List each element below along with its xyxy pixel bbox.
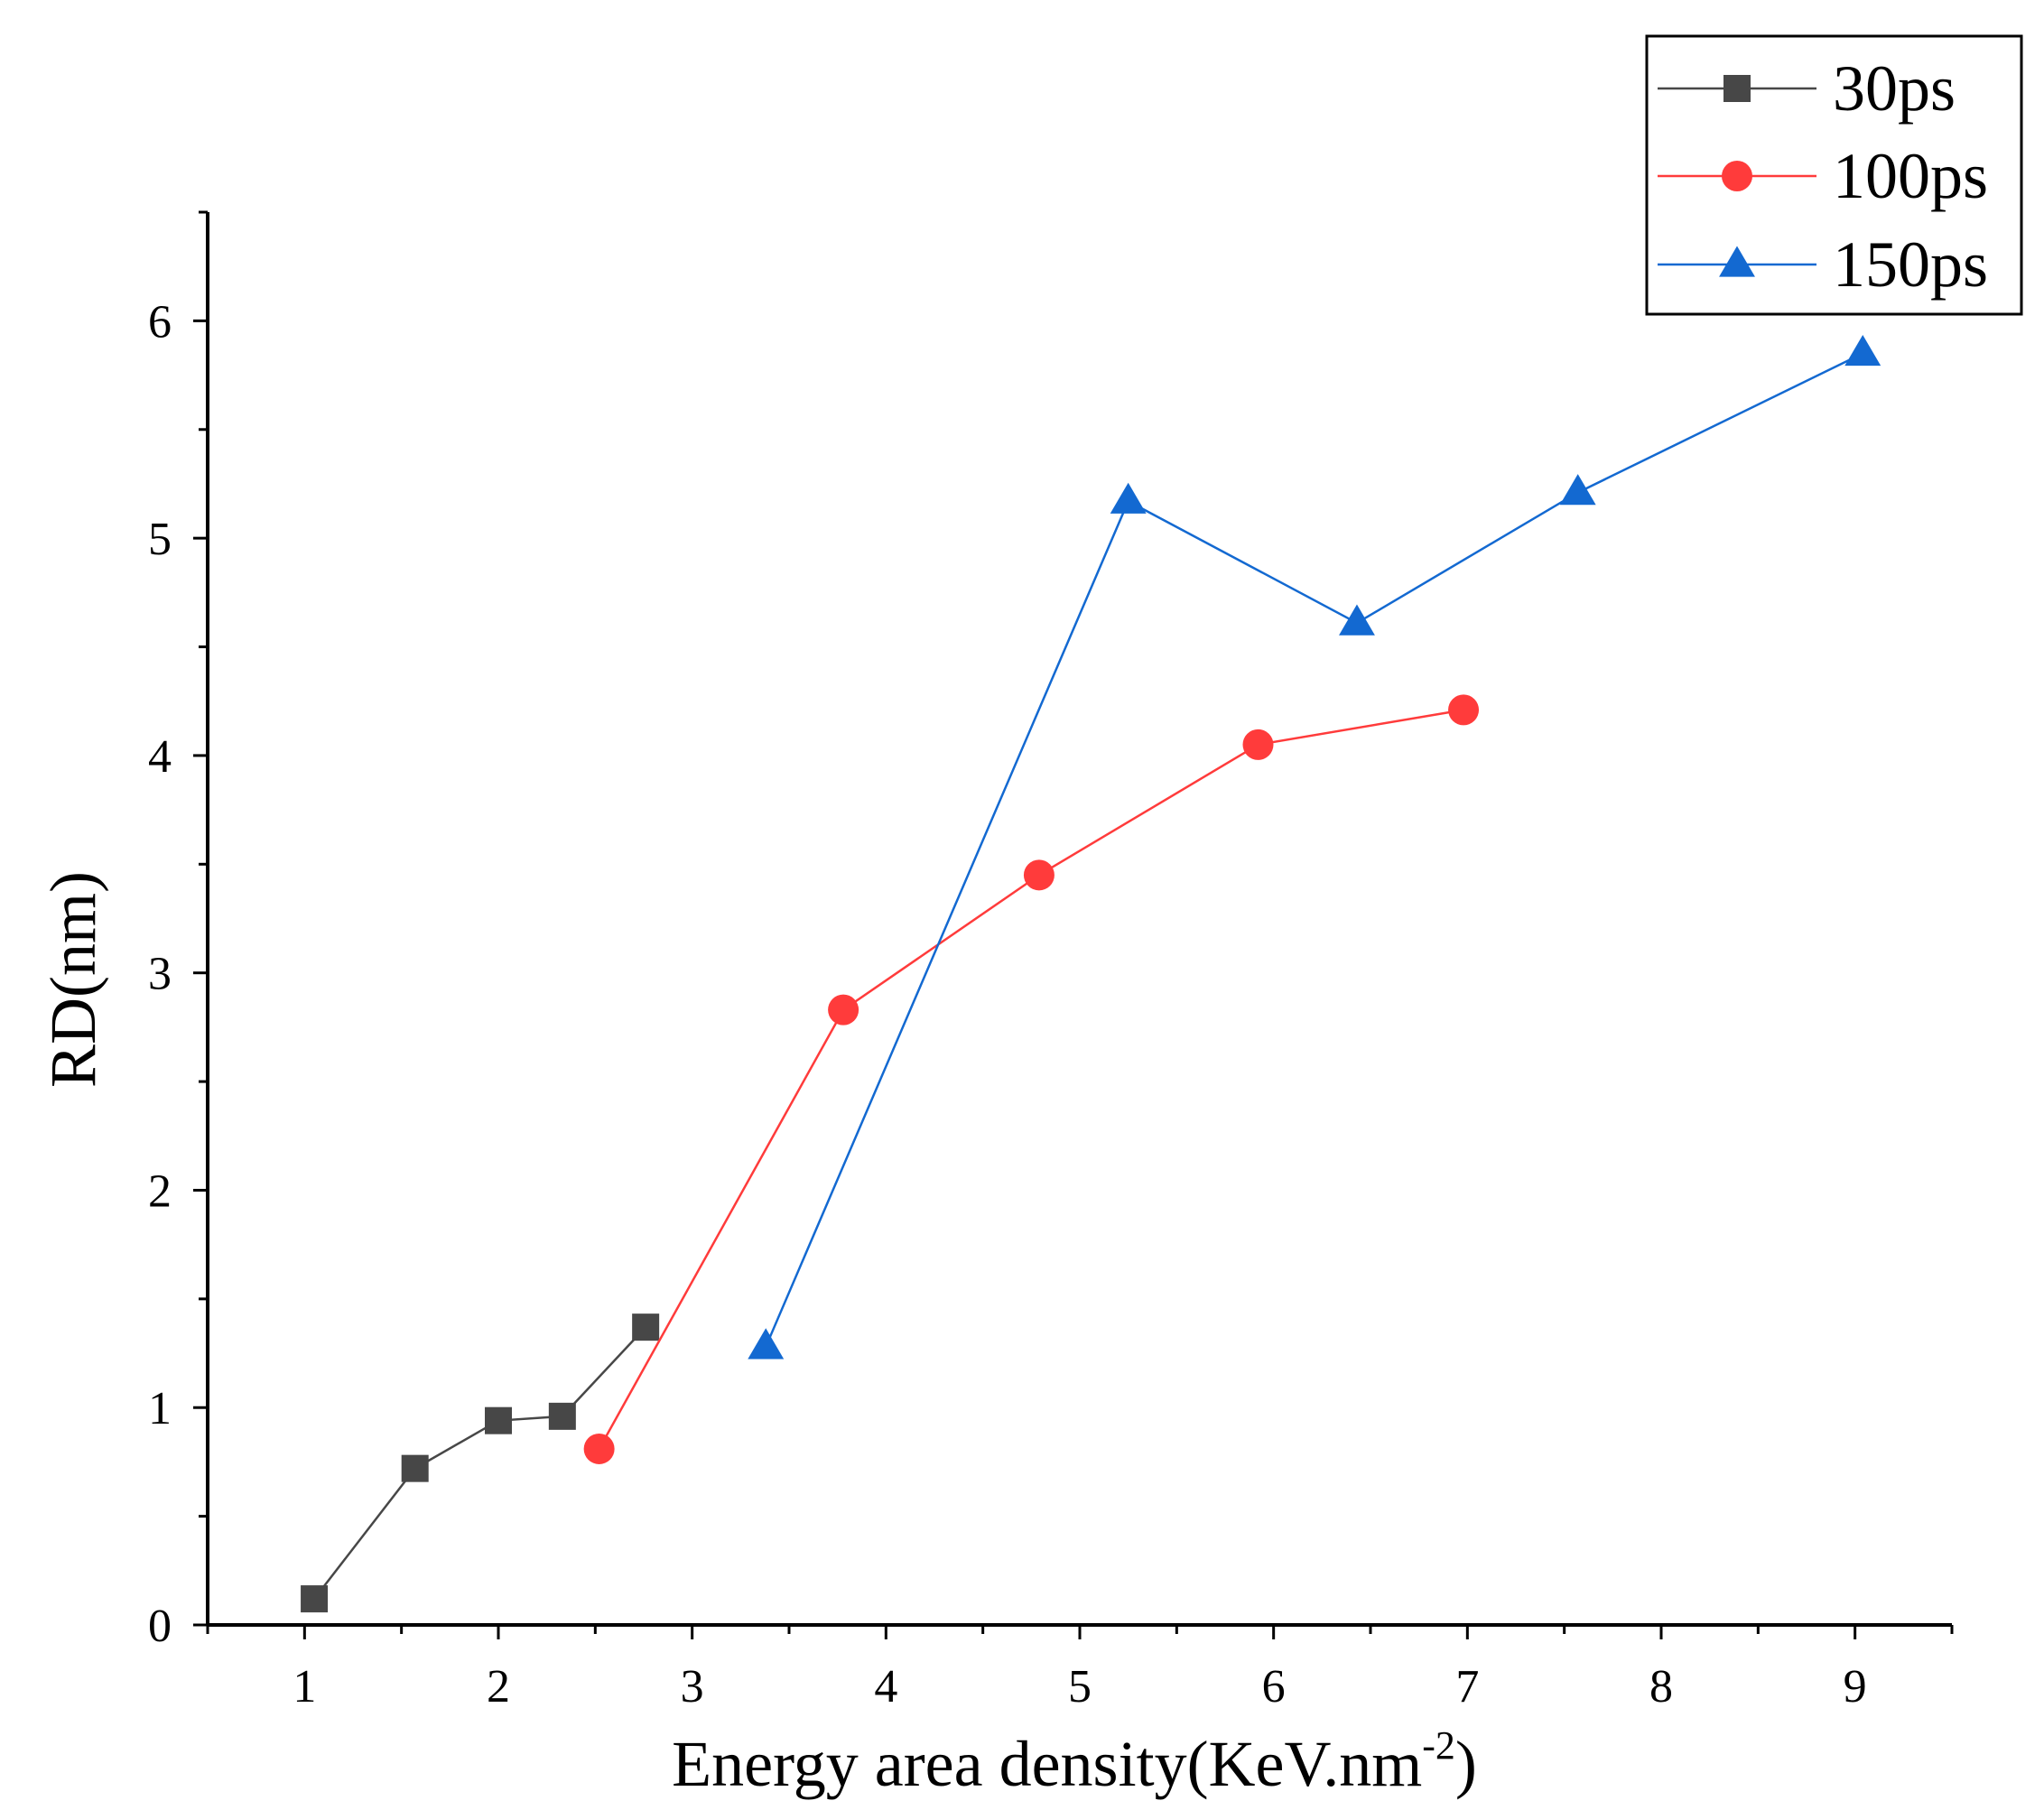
data-point-150ps	[1339, 604, 1375, 636]
y-axis: 0 1 2 3 4 5 6	[148, 210, 209, 1652]
data-point-30ps	[485, 1406, 512, 1434]
y-tick-label: 4	[148, 731, 172, 783]
data-point-150ps	[1844, 334, 1881, 367]
x-tick-label: 5	[1068, 1661, 1092, 1713]
x-axis: 1 2 3 4 5 6 7 8 9	[206, 1623, 1954, 1713]
x-axis-title-main: Energy area density(KeV.nm	[672, 1728, 1422, 1800]
data-point-150ps	[1110, 482, 1147, 514]
x-axis-title-close: )	[1455, 1728, 1477, 1800]
series-line-150ps	[765, 352, 1863, 1348]
y-tick-label: 6	[148, 296, 172, 348]
data-point-150ps	[748, 1328, 785, 1360]
y-axis-title: RD(nm)	[37, 871, 109, 1088]
legend-label-150ps: 150ps	[1833, 228, 1988, 301]
data-point-150ps	[1559, 474, 1596, 506]
data-point-100ps	[828, 994, 859, 1026]
x-tick-label: 4	[874, 1661, 897, 1713]
x-tick-label: 1	[293, 1661, 316, 1713]
data-point-30ps	[548, 1402, 576, 1430]
y-tick-label: 3	[148, 949, 172, 1000]
y-tick-label: 1	[148, 1383, 172, 1434]
data-point-100ps	[583, 1433, 615, 1464]
legend-marker-150ps	[1719, 246, 1755, 277]
x-tick-label: 6	[1262, 1661, 1286, 1713]
series-layer	[301, 334, 1881, 1613]
x-tick-label: 3	[681, 1661, 704, 1713]
x-axis-title: Energy area density(KeV.nm-2)	[672, 1723, 1477, 1800]
legend-item-30ps: 30ps	[1658, 52, 1956, 125]
legend-marker-100ps	[1722, 161, 1752, 191]
series-line-100ps	[598, 709, 1464, 1450]
y-tick-label: 2	[148, 1165, 172, 1217]
data-point-100ps	[1448, 694, 1480, 726]
legend-label-100ps: 100ps	[1833, 140, 1988, 212]
data-point-30ps	[301, 1585, 329, 1613]
series-150ps	[748, 334, 1881, 1360]
series-30ps	[301, 1313, 660, 1613]
legend: 30ps 100ps 150ps	[1645, 34, 2023, 316]
data-point-30ps	[632, 1313, 660, 1341]
x-tick-label: 2	[487, 1661, 510, 1713]
data-point-30ps	[401, 1454, 429, 1482]
x-axis-title-superscript: -2	[1422, 1723, 1455, 1768]
data-point-100ps	[1242, 729, 1274, 760]
data-point-100ps	[1023, 859, 1055, 891]
series-100ps	[583, 694, 1480, 1464]
legend-item-150ps: 150ps	[1658, 228, 1988, 301]
x-tick-label: 8	[1649, 1661, 1673, 1713]
y-tick-label: 0	[148, 1601, 172, 1652]
legend-label-30ps: 30ps	[1833, 52, 1956, 125]
x-tick-label: 9	[1844, 1661, 1867, 1713]
legend-marker-30ps	[1723, 75, 1751, 102]
y-tick-label: 5	[148, 514, 172, 565]
legend-item-100ps: 100ps	[1658, 140, 1988, 212]
x-tick-label: 7	[1455, 1661, 1479, 1713]
